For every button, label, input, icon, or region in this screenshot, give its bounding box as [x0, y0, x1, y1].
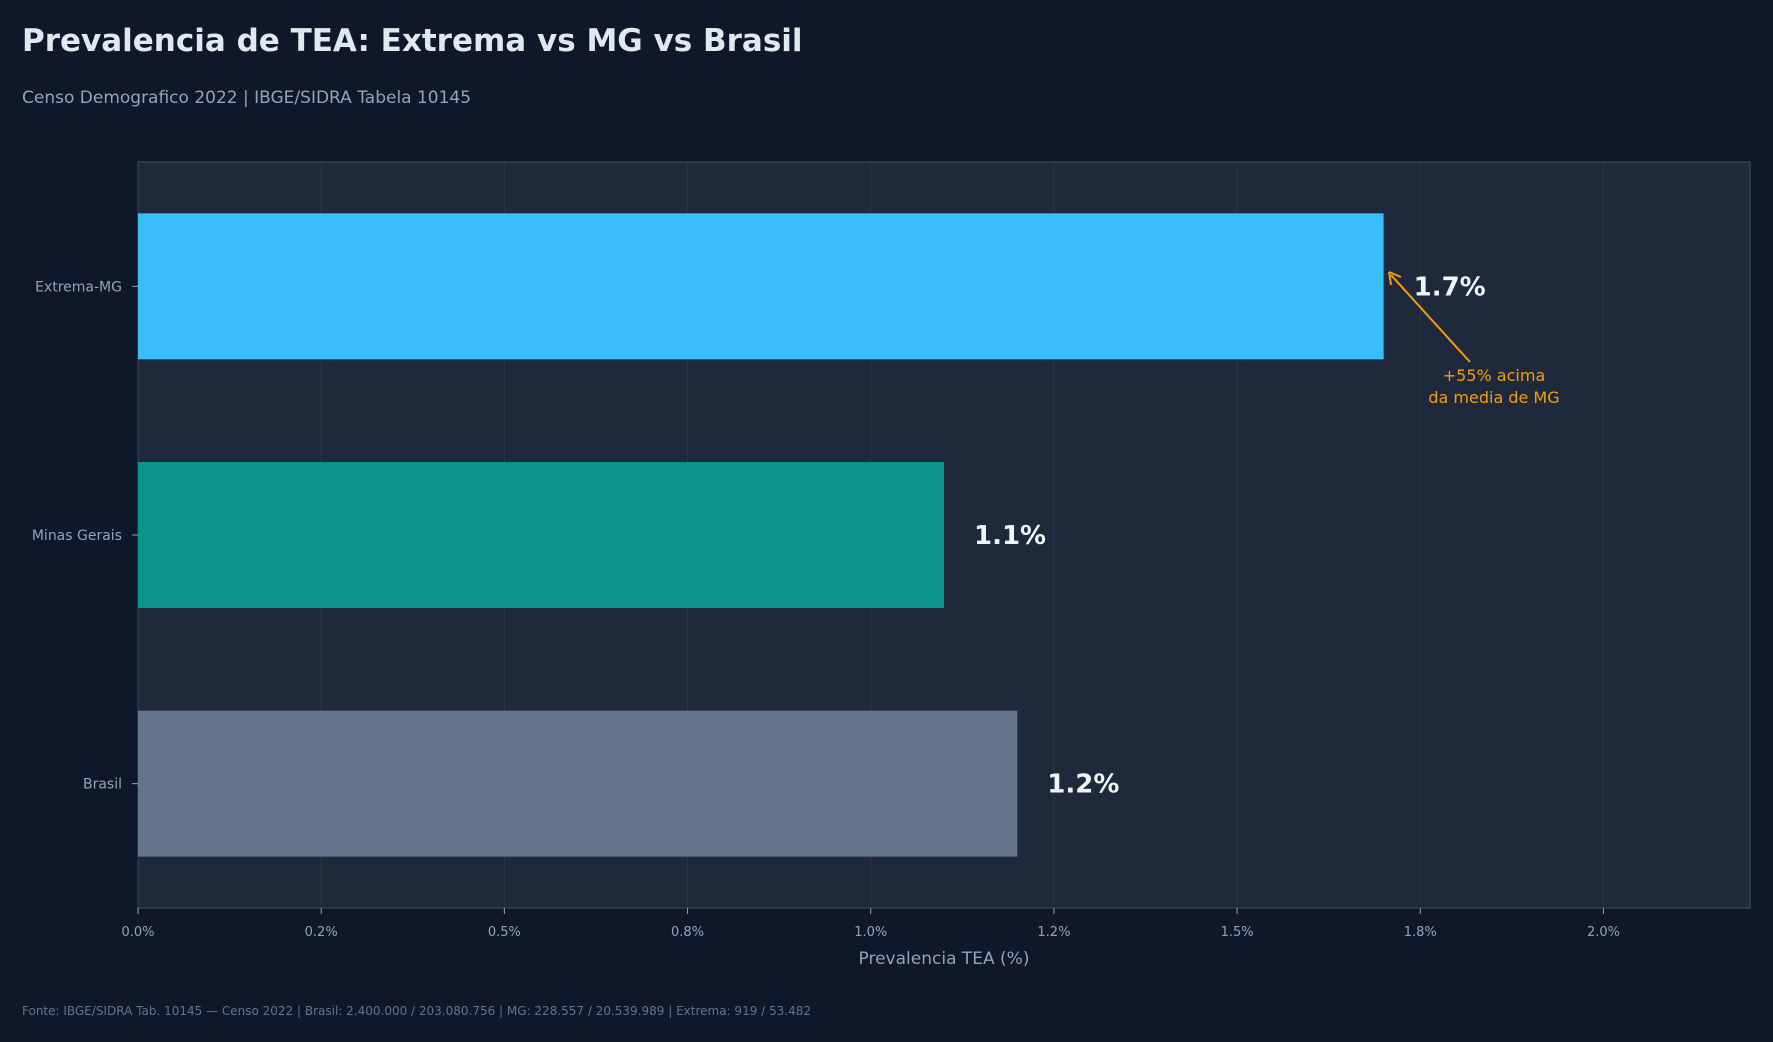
value-label: 1.2% [1047, 770, 1119, 800]
value-label: 1.1% [974, 521, 1046, 551]
chart-subtitle: Censo Demografico 2022 | IBGE/SIDRA Tabe… [22, 88, 471, 108]
bar-minas-gerais [138, 462, 944, 608]
x-tick-label: 1.5% [1221, 925, 1254, 940]
annotation: +55% acima da media de MG [1388, 271, 1560, 407]
bar-brasil [138, 710, 1018, 857]
x-tick-label: 0.0% [121, 925, 154, 940]
category-label: Minas Gerais [32, 528, 122, 544]
x-tick-label: 1.2% [1037, 925, 1070, 940]
x-tick-label: 1.0% [854, 925, 887, 940]
x-tick-label: 1.8% [1404, 925, 1437, 940]
y-axis-ticks: Extrema-MG Minas Gerais Brasil [32, 279, 138, 793]
arrow-head-icon [1388, 271, 1402, 286]
x-axis-label: Prevalencia TEA (%) [859, 949, 1030, 969]
chart-title: Prevalencia de TEA: Extrema vs MG vs Bra… [22, 23, 803, 59]
footer-source: Fonte: IBGE/SIDRA Tab. 10145 — Censo 202… [22, 1004, 811, 1018]
bar-extrema-mg [138, 213, 1384, 360]
x-tick-label: 0.5% [488, 925, 521, 940]
category-label: Brasil [83, 777, 122, 793]
bars: 1.7% 1.1% 1.2% [138, 213, 1486, 857]
x-axis-ticks: 0.0% 0.2% 0.5% 0.8% 1.0% 1.2% 1.5% 1.8% 2.0% [121, 908, 1620, 940]
value-label: 1.7% [1414, 272, 1486, 302]
annotation-line-1: +55% acima [1443, 366, 1546, 385]
category-label: Extrema-MG [35, 279, 122, 295]
annotation-line-2: da media de MG [1428, 388, 1559, 407]
x-tick-label: 0.2% [305, 925, 338, 940]
annotation-arrow [1390, 274, 1471, 363]
x-tick-label: 0.8% [671, 925, 704, 940]
x-tick-label: 2.0% [1587, 925, 1620, 940]
